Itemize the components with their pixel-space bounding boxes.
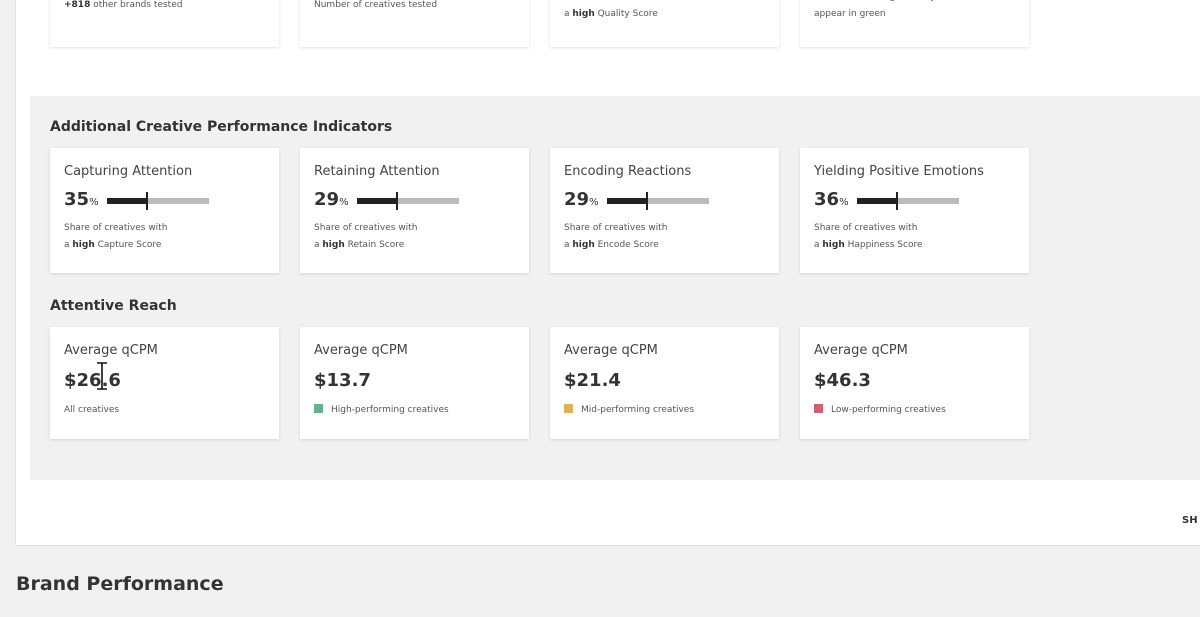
unit: % [89, 197, 99, 208]
text-part: Retain Score [344, 240, 405, 250]
description-line: +818 other brands tested [64, 0, 182, 14]
reach-card: Average qCPM $13.7 High-performing creativ… [300, 327, 529, 439]
slider-marker [646, 192, 648, 210]
text-part: a [314, 240, 323, 250]
indicator-card: Encoding Reactions 29% Share of creatives … [550, 148, 779, 273]
slider-fill [107, 198, 147, 204]
slider-fill [857, 198, 897, 204]
caption-text: High-performing creatives [331, 405, 449, 415]
card-title: Average qCPM [64, 343, 158, 358]
description-line: Share of creatives with [564, 223, 668, 233]
description-line: Number of creatives tested [314, 0, 438, 10]
caption: Mid-performing creatives [564, 402, 694, 419]
text-part: other brands tested [90, 0, 183, 10]
card-title: Retaining Attention [314, 164, 440, 179]
benchmark-slider [857, 192, 959, 210]
card-value: $46.3 [814, 370, 871, 391]
card-title: Average qCPM [814, 343, 908, 358]
card-value: 35% [64, 189, 99, 210]
card-title: Capturing Attention [64, 164, 193, 179]
indicator-card: Capturing Attention 35% Share of creatives… [50, 148, 279, 273]
description-line: Share of creatives with [814, 223, 918, 233]
caption-text: Mid-performing creatives [581, 405, 695, 415]
unit: % [589, 197, 599, 208]
description-line: a high Capture Score [64, 237, 161, 254]
legend-swatch [564, 404, 573, 413]
indicator-card: Retaining Attention 29% Share of creatives… [300, 148, 529, 273]
description-line: Share of creatives with [64, 223, 168, 233]
card-value: 36% [814, 189, 849, 210]
legend-swatch [814, 404, 823, 413]
emphasis: +818 [64, 0, 91, 10]
brand-title: Brand Performance [16, 573, 224, 595]
card-value: $26.6 [64, 370, 121, 391]
benchmark-slider [357, 192, 459, 210]
text-part: a [814, 240, 823, 250]
caption: Low-performing creatives [814, 402, 946, 419]
description-line: appear in green [814, 9, 886, 19]
unit: % [839, 197, 849, 208]
legend-swatch [314, 404, 323, 413]
slider-marker [396, 192, 398, 210]
value: 36 [814, 189, 840, 210]
stat-card: Creatives with high Quality Scores appear… [800, 0, 1029, 47]
stat-card: Number of creatives tested [300, 0, 529, 47]
emphasis: high [822, 240, 845, 250]
text-part: Happiness Score [844, 240, 923, 250]
description-line: a high Retain Score [314, 237, 404, 254]
caption: All creatives [64, 402, 119, 419]
description-line: a high Encode Score [564, 237, 659, 254]
unit: % [339, 197, 349, 208]
benchmark-slider [607, 192, 709, 210]
slider-fill [607, 198, 647, 204]
description-line: Share of creatives with [564, 0, 667, 6]
text-part: a [564, 9, 573, 19]
value: 29 [564, 189, 590, 210]
card-value: 29% [314, 189, 349, 210]
benchmark-slider [107, 192, 209, 210]
card-title: Yielding Positive Emotions [814, 164, 984, 179]
card-value: $13.7 [314, 370, 371, 391]
reach-card: Average qCPM $21.4 Mid-performing creative… [550, 327, 779, 439]
card-title: Encoding Reactions [564, 164, 692, 179]
slider-marker [146, 192, 148, 210]
reach-card: Average qCPM $26.6 All creatives [50, 327, 279, 439]
slider-marker [896, 192, 898, 210]
description-line: a high Happiness Score [814, 237, 923, 254]
stat-card: +818 other brands tested [50, 0, 279, 47]
emphasis: high [322, 240, 345, 250]
description-line: Share of creatives with [314, 223, 418, 233]
slider-fill [357, 198, 397, 204]
emphasis: high [572, 240, 595, 250]
card-title: Average qCPM [564, 343, 658, 358]
description-line: Creatives with high Quality Scores [814, 0, 969, 6]
card-value: 29% [564, 189, 599, 210]
reach-card: Average qCPM $46.3 Low-performing creative… [800, 327, 1029, 439]
caption-text: All creatives [64, 405, 120, 415]
section-title: Additional Creative Performance Indicato… [50, 119, 393, 135]
text-part: a [64, 240, 73, 250]
text-part: Encode Score [594, 240, 659, 250]
value: 35 [64, 189, 90, 210]
show-more-button[interactable]: SH [1182, 515, 1198, 526]
value: 29 [314, 189, 340, 210]
caption: High-performing creatives [314, 402, 449, 419]
indicator-card: Yielding Positive Emotions 36% Share of cr… [800, 148, 1029, 273]
card-value: $21.4 [564, 370, 621, 391]
text-cursor [97, 362, 107, 390]
text-part: a [564, 240, 573, 250]
text-part: Capture Score [94, 240, 162, 250]
card-title: Average qCPM [314, 343, 408, 358]
section-title: Attentive Reach [50, 298, 177, 314]
text-part: Quality Score [594, 9, 658, 19]
caption-text: Low-performing creatives [831, 405, 946, 415]
emphasis: high [72, 240, 95, 250]
description-line: a high Quality Score [564, 6, 658, 23]
emphasis: high [572, 9, 595, 19]
